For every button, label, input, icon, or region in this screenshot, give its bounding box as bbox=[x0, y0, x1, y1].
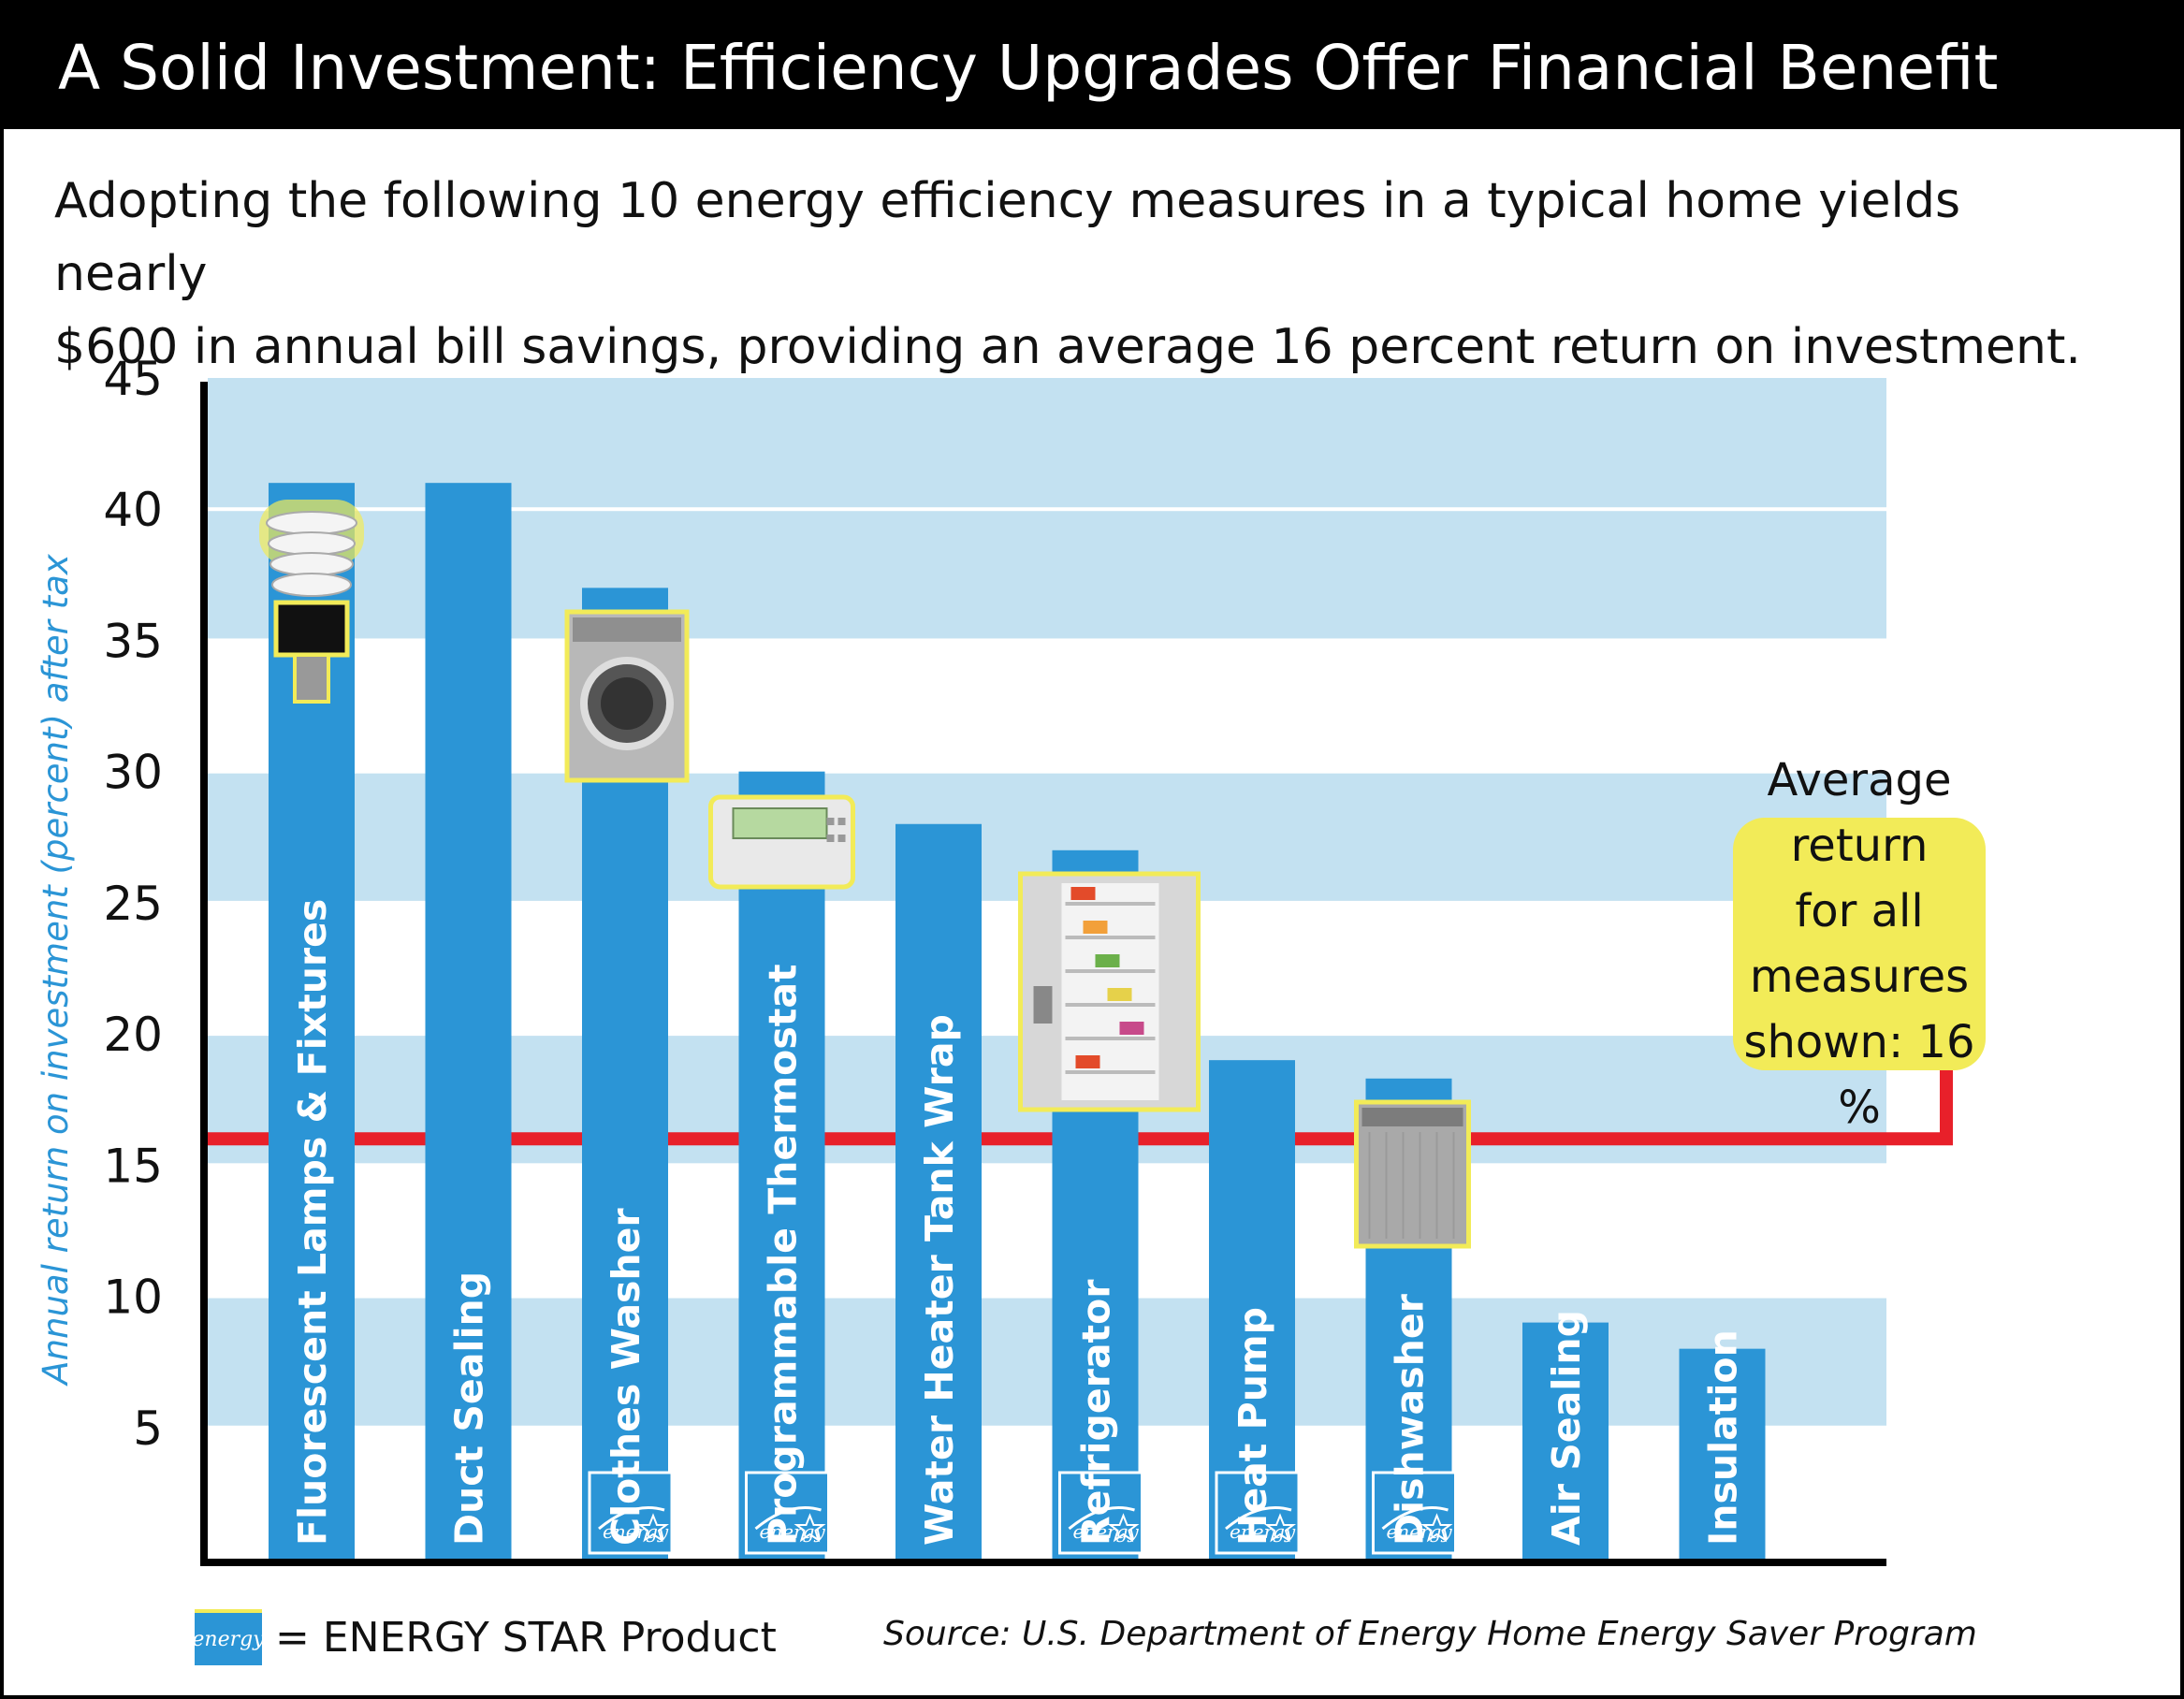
fridge-shelf bbox=[1065, 902, 1156, 906]
bar-label: Fluorescent Lamps & Fixtures bbox=[290, 899, 335, 1546]
product-icons bbox=[259, 500, 1471, 1249]
fridge-food bbox=[1107, 988, 1132, 1001]
bar-label: Air Sealing bbox=[1544, 1310, 1589, 1546]
bulb-spiral bbox=[266, 511, 357, 535]
energy-star-symbol bbox=[1420, 1513, 1453, 1543]
y-tick-label: 40 bbox=[103, 483, 163, 537]
y-tick-label: 45 bbox=[103, 352, 163, 406]
energy-star-symbol bbox=[1264, 1513, 1296, 1543]
y-tick-label: 15 bbox=[103, 1139, 163, 1193]
legend-text: = ENERGY STAR Product bbox=[275, 1613, 777, 1662]
energy-star-icon bbox=[588, 1471, 674, 1555]
thermostat-display bbox=[732, 807, 828, 839]
bulb-spiral bbox=[269, 552, 354, 576]
energy-star-swoosh bbox=[1381, 1506, 1449, 1531]
source-note: Source: U.S. Department of Energy Home E… bbox=[883, 1615, 1977, 1653]
fridge-food bbox=[1083, 921, 1108, 934]
bar-label: Duct Sealing bbox=[447, 1271, 492, 1546]
thermostat-button bbox=[837, 818, 846, 825]
y-tick-label: 5 bbox=[133, 1401, 163, 1456]
bulb-base bbox=[273, 600, 350, 658]
fridge-shelf bbox=[1065, 1070, 1156, 1074]
bar-chart: energy energy energy energy energy Fluoresce… bbox=[36, 352, 1953, 1566]
energy-star-badges: energy energy energy energy energy bbox=[588, 1471, 1457, 1555]
bulb-screw bbox=[293, 653, 330, 704]
thermostat-icon bbox=[708, 794, 855, 890]
fridge-shelf bbox=[1065, 1037, 1156, 1040]
bar-labels: Fluorescent Lamps & Fixtures Duct Sealing… bbox=[290, 899, 1746, 1546]
axis bbox=[200, 382, 1886, 1566]
thermostat-button bbox=[837, 835, 846, 842]
refrigerator-icon bbox=[1018, 871, 1201, 1112]
fridge-food bbox=[1075, 1055, 1100, 1068]
fridge-dispenser bbox=[1033, 986, 1053, 1024]
fridge-shelf bbox=[1065, 969, 1156, 973]
energy-star-symbol bbox=[1107, 1513, 1140, 1543]
y-axis-label: Annual return on investment (percent) af… bbox=[36, 553, 76, 1387]
subtitle: Adopting the following 10 energy efficie… bbox=[54, 173, 2081, 375]
fridge-shelf bbox=[1065, 1003, 1156, 1007]
bar-label: Clothes Washer bbox=[604, 1208, 648, 1546]
bulb-spiral bbox=[268, 531, 356, 556]
cfl-bulb-icon bbox=[259, 500, 364, 704]
bar bbox=[738, 771, 825, 1559]
y-tick-label: 10 bbox=[103, 1271, 163, 1325]
energy-star-icon bbox=[1372, 1471, 1457, 1555]
y-tick-label: 35 bbox=[103, 614, 163, 668]
legend: energy = ENERGY STAR Product bbox=[192, 1609, 777, 1665]
page-title: A Solid Investment: Efficiency Upgrades … bbox=[58, 32, 1999, 104]
bar bbox=[1679, 1348, 1766, 1559]
y-tick-labels: 5 10 15 20 25 30 35 40 45 bbox=[103, 352, 163, 1456]
bar-label: Heat Pump bbox=[1230, 1307, 1275, 1546]
energy-star-swoosh bbox=[1068, 1506, 1135, 1531]
fridge-food bbox=[1119, 1022, 1144, 1035]
y-tick-label: 30 bbox=[103, 746, 163, 800]
energy-star-symbol bbox=[637, 1513, 669, 1543]
fridge-food bbox=[1070, 887, 1096, 900]
dishwasher-panel bbox=[1361, 1108, 1463, 1126]
washer-glass bbox=[601, 677, 653, 730]
energy-star-swoosh bbox=[598, 1506, 665, 1531]
energy-star-icon bbox=[1215, 1471, 1301, 1555]
bar-label: Programmable Thermostat bbox=[761, 964, 806, 1546]
y-tick-label: 25 bbox=[103, 877, 163, 931]
fridge-shelf bbox=[1065, 936, 1156, 939]
energy-star-swoosh bbox=[754, 1506, 822, 1531]
washer-panel bbox=[573, 617, 681, 642]
thermostat-button bbox=[826, 835, 835, 842]
dishwasher-icon bbox=[1354, 1099, 1471, 1249]
title-bar: A Solid Investment: Efficiency Upgrades … bbox=[4, 4, 2180, 129]
fridge-food bbox=[1095, 954, 1120, 967]
bar-label: Refrigerator bbox=[1074, 1279, 1119, 1546]
thermostat-button bbox=[826, 818, 835, 825]
energy-star-swoosh bbox=[1225, 1506, 1292, 1531]
bulb-spiral bbox=[271, 573, 352, 597]
bar-label: Dishwasher bbox=[1388, 1293, 1433, 1546]
energy-star-icon bbox=[745, 1471, 830, 1555]
bar-label: Insulation bbox=[1701, 1329, 1746, 1546]
washer-icon bbox=[564, 609, 690, 783]
bar bbox=[1522, 1322, 1609, 1559]
energy-star-symbol bbox=[794, 1513, 826, 1543]
y-tick-label: 20 bbox=[103, 1008, 163, 1062]
average-return-callout: Average return for all measures shown: 1… bbox=[1733, 754, 1986, 1134]
energy-star-icon: energy bbox=[192, 1609, 265, 1665]
bar bbox=[895, 823, 982, 1559]
bar bbox=[425, 483, 512, 1560]
energy-star-icon bbox=[1058, 1471, 1143, 1555]
bar-label: Water Heater Tank Wrap bbox=[917, 1014, 962, 1546]
